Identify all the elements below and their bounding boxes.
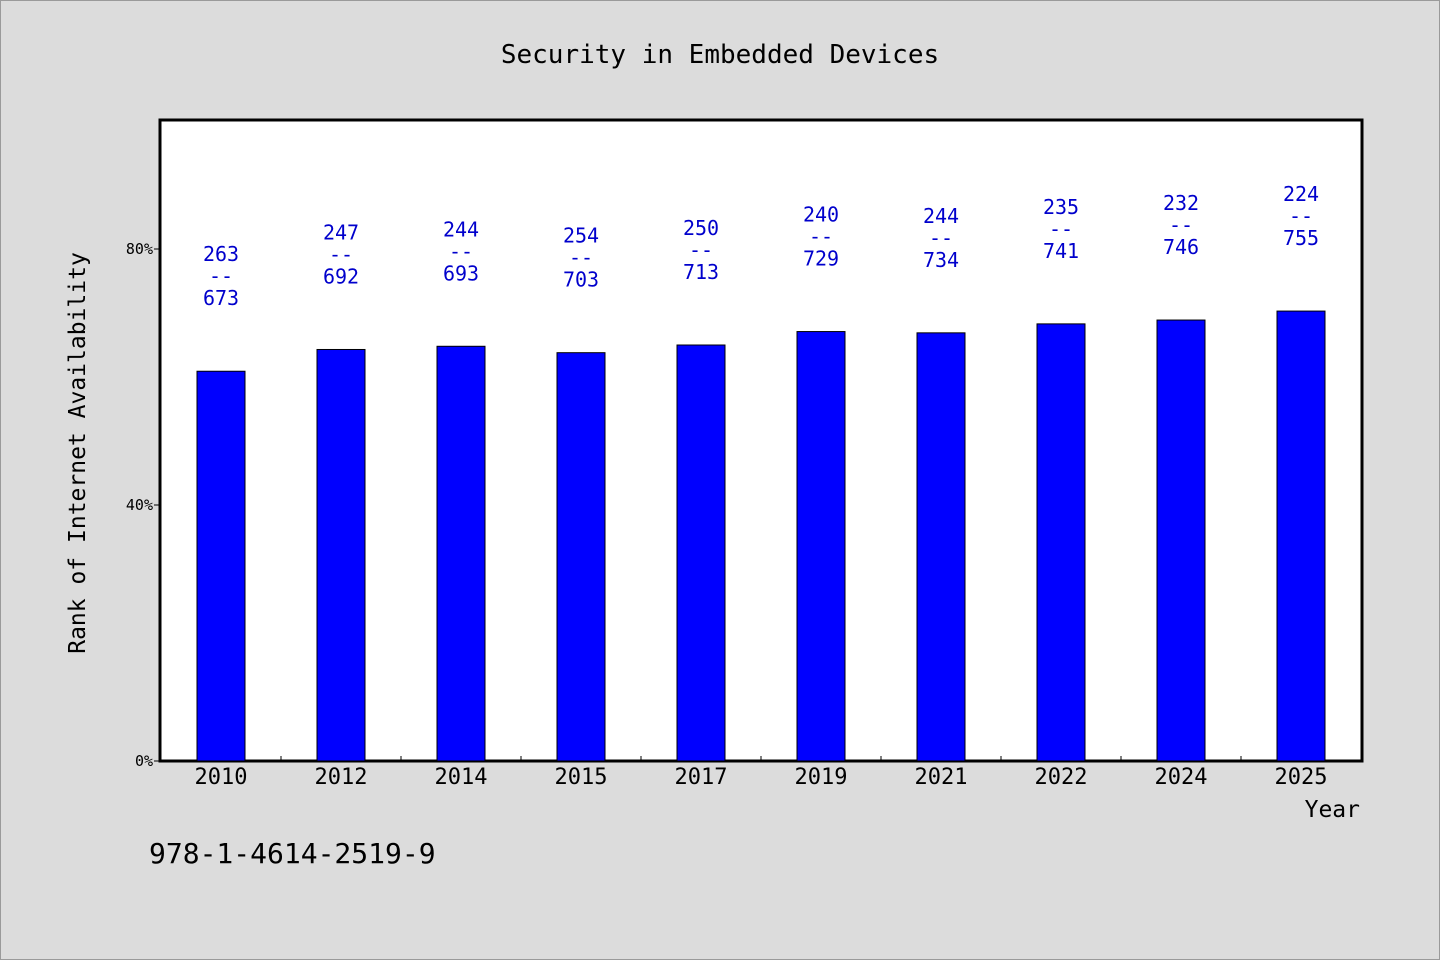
bar-label-2025-line-1: 224 <box>1283 182 1319 206</box>
bar-label-2012-line-3: 692 <box>323 264 359 288</box>
y-tick-label-0: 0% <box>135 752 153 770</box>
bar-2015 <box>556 352 606 762</box>
bar-label-2015-line-3: 703 <box>563 268 599 292</box>
bars <box>196 310 1326 762</box>
x-tick-label-2022: 2022 <box>1035 765 1088 790</box>
bar-label-2015-line-1: 254 <box>563 224 599 248</box>
bar-label-2025-line-2: -- <box>1289 204 1313 228</box>
bar-label-2022-line-3: 741 <box>1043 239 1079 263</box>
bar-label-2019-line-1: 240 <box>803 203 839 227</box>
y-axis-title: Rank of Internet Availability <box>65 252 91 654</box>
bar-2019 <box>796 331 846 762</box>
bar-label-2019-line-2: -- <box>809 225 833 249</box>
chart-title: Security in Embedded Devices <box>501 40 939 70</box>
bar-label-2010-line-3: 673 <box>203 286 239 310</box>
x-tick-label-2024: 2024 <box>1155 765 1208 790</box>
bar-label-2012-line-2: -- <box>329 242 353 266</box>
bar-label-2014-line-3: 693 <box>443 261 479 285</box>
y-tick-label-80: 80% <box>126 240 153 258</box>
y-tick-label-40: 40% <box>126 496 153 514</box>
x-tick-label-2012: 2012 <box>315 765 368 790</box>
x-axis-title: Year <box>1305 797 1360 823</box>
isbn-footer: 978-1-4614-2519-9 <box>149 837 436 870</box>
x-tick-label-2021: 2021 <box>915 765 968 790</box>
x-axis: 2010 2012 2014 2015 2017 2019 2021 2022 2024 2025 <box>195 756 1328 790</box>
bar-2024 <box>1156 319 1206 762</box>
x-tick-label-2025: 2025 <box>1275 765 1328 790</box>
bar-label-2021-line-1: 244 <box>923 204 959 228</box>
bar-label-2024-line-3: 746 <box>1163 235 1199 259</box>
bar-2022 <box>1036 323 1086 762</box>
bar-2010 <box>196 370 246 762</box>
bar-label-2022-line-2: -- <box>1049 217 1073 241</box>
bar-2014 <box>436 345 486 762</box>
bar-label-2021-line-2: -- <box>929 226 953 250</box>
x-tick-label-2014: 2014 <box>435 765 488 790</box>
x-tick-label-2017: 2017 <box>675 765 728 790</box>
bar-label-2022-line-1: 235 <box>1043 195 1079 219</box>
y-axis: 0% 40% 80% <box>126 240 161 770</box>
bar-label-2010-line-2: -- <box>209 264 233 288</box>
x-tick-label-2019: 2019 <box>795 765 848 790</box>
bar-label-2010-line-1: 263 <box>203 242 239 266</box>
bar-label-2015-line-2: -- <box>569 246 593 270</box>
x-tick-label-2015: 2015 <box>555 765 608 790</box>
bar-label-2017-line-2: -- <box>689 238 713 262</box>
bar-2025 <box>1276 310 1326 762</box>
bar-label-2024-line-2: -- <box>1169 213 1193 237</box>
bar-2021 <box>916 332 966 762</box>
bar-label-2014-line-2: -- <box>449 239 473 263</box>
bar-label-2017-line-3: 713 <box>683 260 719 284</box>
bar-2017 <box>676 344 726 762</box>
bar-label-2012-line-1: 247 <box>323 220 359 244</box>
bar-labels: 263--673247--692244--693254--703250--713… <box>203 182 1319 310</box>
bar-label-2019-line-3: 729 <box>803 247 839 271</box>
bar-label-2025-line-3: 755 <box>1283 226 1319 250</box>
bar-label-2017-line-1: 250 <box>683 216 719 240</box>
bar-label-2014-line-1: 244 <box>443 217 479 241</box>
bar-label-2024-line-1: 232 <box>1163 191 1199 215</box>
bar-label-2021-line-3: 734 <box>923 248 959 272</box>
x-tick-label-2010: 2010 <box>195 765 248 790</box>
bar-2012 <box>316 348 366 762</box>
